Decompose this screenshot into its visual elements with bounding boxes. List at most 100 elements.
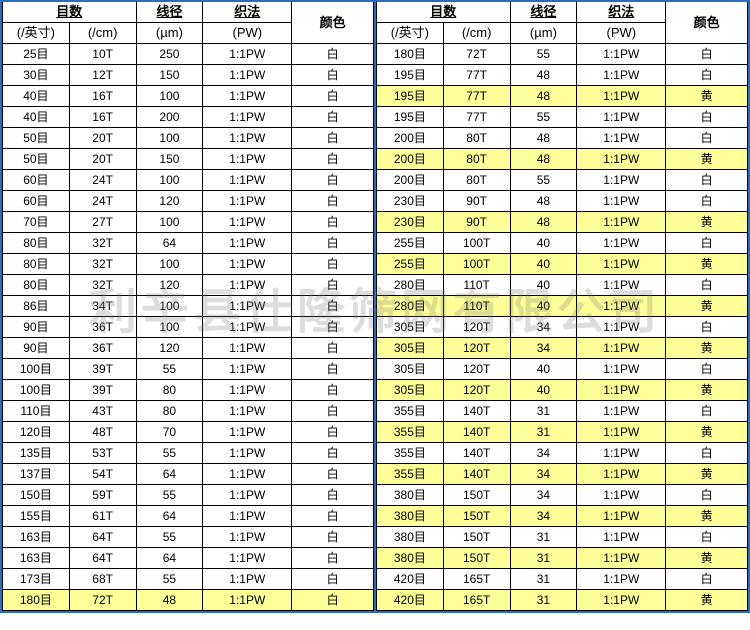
cell-t: 140T [443,464,510,485]
cell-c: 白 [666,170,748,191]
cell-d: 70 [136,422,203,443]
cell-w: 1:1PW [577,86,666,107]
cell-m: 380目 [377,527,444,548]
table-row: 195目77T481:1PW白 [377,65,748,86]
cell-d: 55 [510,170,577,191]
cell-c: 白 [292,233,374,254]
cell-d: 55 [510,44,577,65]
cell-t: 110T [443,275,510,296]
cell-m: 305目 [377,338,444,359]
header-mesh: 目数 [377,2,511,23]
cell-c: 白 [292,401,374,422]
subheader-per-inch: (/英寸) [377,23,444,44]
cell-c: 白 [666,128,748,149]
table-row: 80目32T641:1PW白 [3,233,374,254]
cell-w: 1:1PW [203,590,292,611]
cell-c: 白 [292,317,374,338]
cell-c: 白 [292,527,374,548]
cell-d: 40 [510,233,577,254]
cell-w: 1:1PW [203,464,292,485]
cell-w: 1:1PW [577,254,666,275]
cell-w: 1:1PW [203,401,292,422]
cell-d: 120 [136,275,203,296]
cell-c: 白 [292,590,374,611]
cell-t: 39T [69,380,136,401]
table-row: 50目20T1501:1PW白 [3,149,374,170]
cell-w: 1:1PW [203,149,292,170]
cell-m: 100目 [3,359,70,380]
table-row: 40目16T1001:1PW白 [3,86,374,107]
cell-d: 100 [136,296,203,317]
cell-c: 黄 [666,380,748,401]
cell-t: 150T [443,506,510,527]
cell-t: 80T [443,149,510,170]
table-row: 355目140T341:1PW黄 [377,464,748,485]
cell-m: 100目 [3,380,70,401]
table-row: 195目77T551:1PW白 [377,107,748,128]
cell-w: 1:1PW [203,107,292,128]
cell-m: 90目 [3,338,70,359]
cell-m: 200目 [377,149,444,170]
header-wire: 线径 [136,2,203,23]
cell-c: 白 [292,506,374,527]
cell-t: 68T [69,569,136,590]
subheader-um: (µm) [510,23,577,44]
right-tbody: 180目72T551:1PW白195目77T481:1PW白195目77T481… [377,44,748,611]
cell-c: 黄 [666,548,748,569]
cell-c: 白 [292,422,374,443]
header-wire: 线径 [510,2,577,23]
cell-c: 白 [666,527,748,548]
cell-c: 白 [292,107,374,128]
cell-c: 白 [292,548,374,569]
table-row: 200目80T481:1PW白 [377,128,748,149]
cell-c: 黄 [666,149,748,170]
table-row: 80目32T1201:1PW白 [3,275,374,296]
left-tbody: 25目10T2501:1PW白30目12T1501:1PW白40目16T1001… [3,44,374,611]
cell-w: 1:1PW [203,548,292,569]
cell-t: 100T [443,233,510,254]
cell-c: 白 [292,443,374,464]
cell-w: 1:1PW [577,275,666,296]
cell-m: 305目 [377,380,444,401]
cell-c: 白 [666,275,748,296]
cell-m: 180目 [3,590,70,611]
cell-m: 30目 [3,65,70,86]
cell-t: 36T [69,317,136,338]
cell-d: 200 [136,107,203,128]
cell-m: 50目 [3,149,70,170]
cell-d: 48 [510,191,577,212]
cell-d: 40 [510,254,577,275]
table-row: 137目54T641:1PW白 [3,464,374,485]
cell-d: 100 [136,317,203,338]
cell-t: 77T [443,65,510,86]
cell-c: 白 [292,338,374,359]
cell-w: 1:1PW [203,233,292,254]
cell-d: 34 [510,464,577,485]
cell-c: 黄 [666,422,748,443]
cell-m: 110目 [3,401,70,422]
cell-d: 48 [510,128,577,149]
cell-c: 黄 [666,86,748,107]
cell-m: 200目 [377,170,444,191]
cell-t: 120T [443,317,510,338]
cell-m: 255目 [377,233,444,254]
cell-m: 80目 [3,233,70,254]
table-row: 90目36T1201:1PW白 [3,338,374,359]
table-row: 25目10T2501:1PW白 [3,44,374,65]
table-row: 280目110T401:1PW黄 [377,296,748,317]
cell-c: 白 [666,317,748,338]
subheader-pw: (PW) [577,23,666,44]
cell-d: 100 [136,212,203,233]
cell-t: 77T [443,107,510,128]
cell-m: 50目 [3,128,70,149]
cell-t: 90T [443,191,510,212]
cell-c: 黄 [666,296,748,317]
cell-m: 420目 [377,569,444,590]
cell-d: 55 [136,569,203,590]
cell-w: 1:1PW [577,296,666,317]
cell-m: 40目 [3,107,70,128]
cell-c: 白 [292,44,374,65]
cell-w: 1:1PW [203,170,292,191]
table-row: 380目150T341:1PW黄 [377,506,748,527]
cell-m: 163目 [3,527,70,548]
